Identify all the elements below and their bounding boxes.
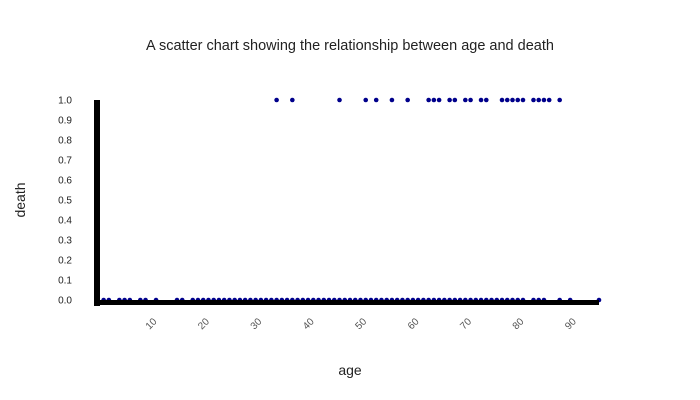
data-point <box>504 97 510 103</box>
x-tick-label: 80 <box>511 316 527 332</box>
data-point <box>405 97 410 103</box>
x-tick-label: 40 <box>301 316 317 332</box>
data-point <box>426 97 431 103</box>
x-tick-label: 20 <box>196 316 212 332</box>
data-point <box>483 97 489 103</box>
y-tick-labels: 0.0 0.1 0.2 0.3 0.4 0.5 0.6 0.7 0.8 0.9 1.0 <box>58 96 72 307</box>
data-point <box>468 97 473 103</box>
data-point <box>515 97 521 103</box>
chart-title: A scatter chart showing the relationship… <box>146 38 554 54</box>
data-point <box>373 97 379 103</box>
y-axis-line <box>94 100 100 306</box>
y-tick-label: 0.2 <box>58 256 72 267</box>
data-point <box>363 97 369 103</box>
y-tick-label: 0.0 <box>58 296 72 307</box>
y-tick-label: 0.9 <box>58 116 72 127</box>
y-tick-label: 0.6 <box>58 176 72 187</box>
data-point <box>546 97 552 103</box>
data-point <box>452 97 458 103</box>
x-axis-label: age <box>338 362 362 378</box>
data-point <box>431 97 437 103</box>
x-tick-label: 30 <box>249 316 265 332</box>
y-tick-label: 0.4 <box>58 216 72 227</box>
data-point <box>510 97 515 103</box>
x-tick-label: 70 <box>458 316 474 332</box>
x-tick-label: 10 <box>144 316 160 332</box>
data-point <box>274 97 279 103</box>
data-point <box>536 97 542 103</box>
data-point <box>557 97 562 103</box>
data-point <box>520 97 526 103</box>
data-point <box>389 97 395 103</box>
x-tick-labels: 10 20 30 40 50 60 70 80 90 <box>144 316 579 332</box>
data-point <box>463 97 468 103</box>
data-point <box>478 97 484 103</box>
x-tick-label: 60 <box>406 316 422 332</box>
data-point <box>436 97 442 103</box>
y-tick-label: 0.5 <box>58 196 72 207</box>
data-point <box>541 97 547 103</box>
y-tick-label: 0.8 <box>58 136 72 147</box>
data-point <box>290 97 295 103</box>
data-point <box>337 97 342 103</box>
y-tick-label: 1.0 <box>58 96 72 107</box>
data-points <box>101 97 602 303</box>
y-tick-label: 0.3 <box>58 236 72 247</box>
x-tick-label: 90 <box>563 316 579 332</box>
data-point <box>531 97 536 103</box>
x-axis-line <box>100 300 599 305</box>
data-point <box>447 97 452 103</box>
x-tick-label: 50 <box>354 316 370 332</box>
data-point <box>499 97 505 103</box>
y-axis-label: death <box>12 182 28 217</box>
y-tick-label: 0.7 <box>58 156 72 167</box>
y-tick-label: 0.1 <box>58 276 72 287</box>
